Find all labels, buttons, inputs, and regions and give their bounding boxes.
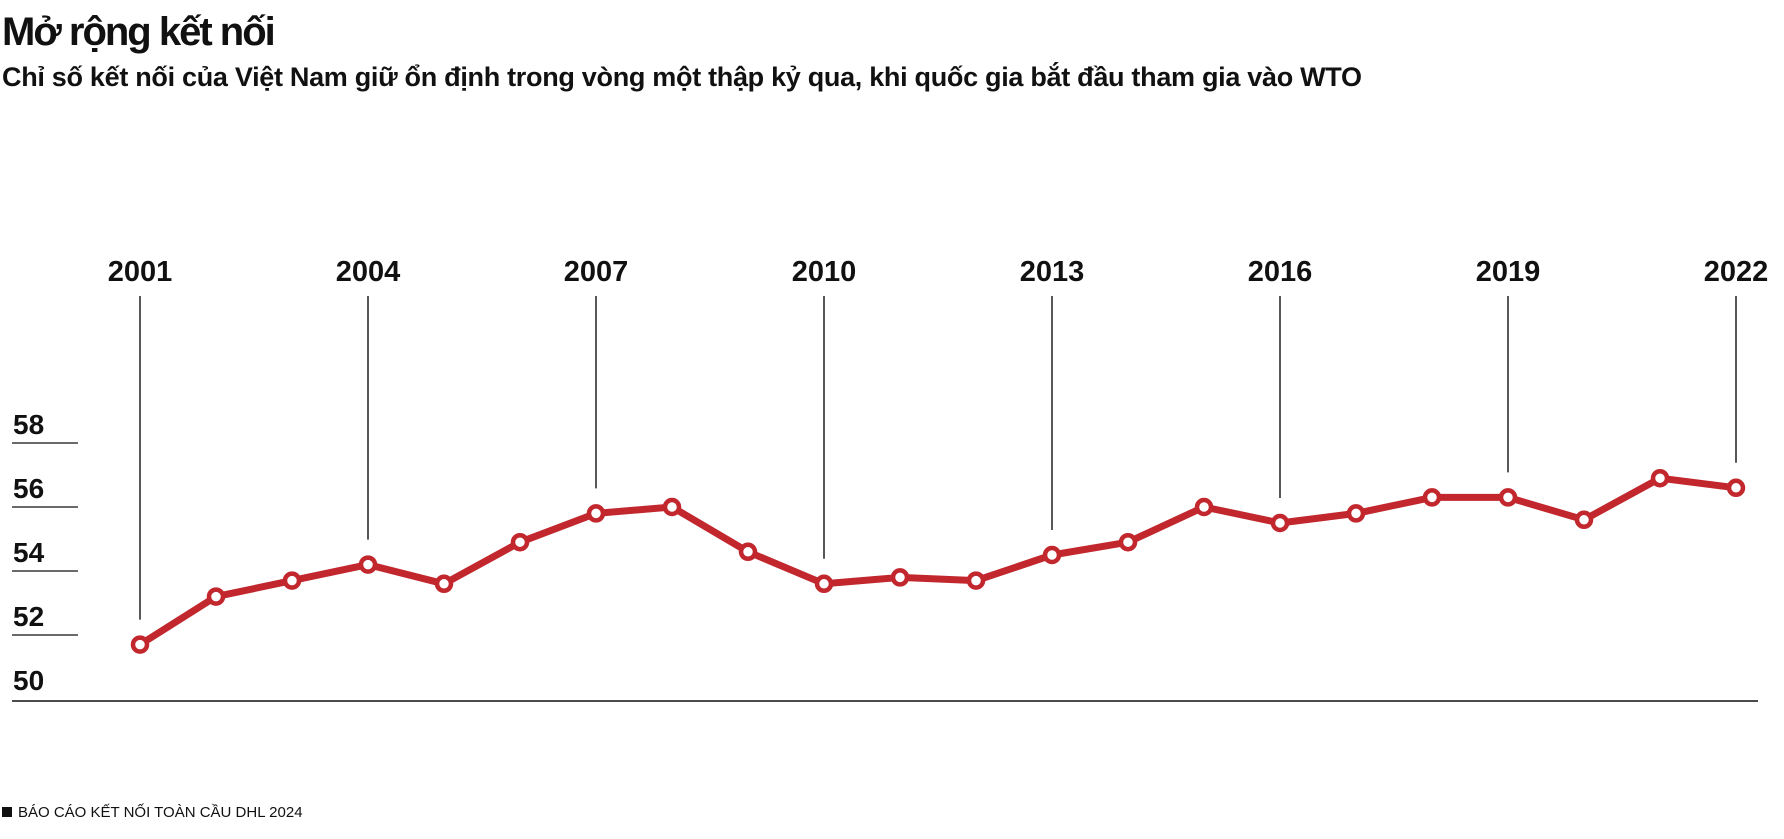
data-point-2012 (966, 571, 986, 590)
data-point-2017 (1346, 504, 1366, 523)
x-tick-label: 2013 (1020, 256, 1085, 288)
data-point-2021 (1650, 468, 1670, 488)
x-tick-label: 2010 (792, 256, 857, 288)
y-axis: 50 52 54 56 58 (12, 409, 1758, 702)
data-point-2020 (1574, 510, 1594, 530)
data-point-2001 (130, 635, 150, 654)
y-tick-label: 54 (13, 537, 45, 568)
chart-subtitle: Chỉ số kết nối của Việt Nam giữ ổn định … (2, 62, 1362, 92)
data-point-2013 (1042, 545, 1062, 565)
source-note: BÁO CÁO KẾT NỐI TOÀN CẦU DHL 2024 (2, 804, 303, 821)
data-point-2018 (1422, 488, 1442, 507)
x-tick-label: 2016 (1248, 256, 1313, 288)
y-tick-label: 52 (13, 601, 44, 632)
data-point-2006 (510, 532, 530, 552)
data-point-2002 (206, 587, 226, 606)
x-tick-label: 2007 (564, 256, 629, 288)
x-tick-label: 2001 (108, 256, 173, 288)
data-point-2007 (586, 504, 606, 523)
data-point-2016 (1270, 513, 1290, 533)
data-point-2014 (1118, 532, 1138, 552)
x-axis: 2001 2004 2007 2010 2013 2016 2019 2022 (108, 256, 1769, 620)
chart-title: Mở rộng kết nối (2, 10, 276, 54)
x-tick-label: 2004 (336, 256, 401, 288)
x-tick-label: 2022 (1704, 256, 1769, 288)
square-bullet-icon (2, 807, 12, 817)
data-point-2010 (814, 574, 834, 594)
data-point-2009 (738, 542, 758, 562)
data-point-2019 (1498, 488, 1518, 507)
data-point-2022 (1726, 478, 1746, 498)
data-point-2015 (1194, 497, 1214, 517)
source-text: BÁO CÁO KẾT NỐI TOÀN CẦU DHL 2024 (18, 804, 303, 821)
data-point-2004 (358, 555, 378, 574)
data-point-2005 (434, 574, 454, 594)
data-point-2003 (282, 571, 302, 590)
y-tick-label: 58 (13, 409, 44, 440)
data-point-2008 (662, 497, 682, 517)
y-tick-label: 50 (13, 665, 44, 696)
series-line (136, 474, 1740, 649)
data-point-2011 (890, 568, 910, 587)
y-tick-label: 56 (13, 473, 44, 504)
series (130, 468, 1746, 654)
x-tick-label: 2019 (1476, 256, 1541, 288)
